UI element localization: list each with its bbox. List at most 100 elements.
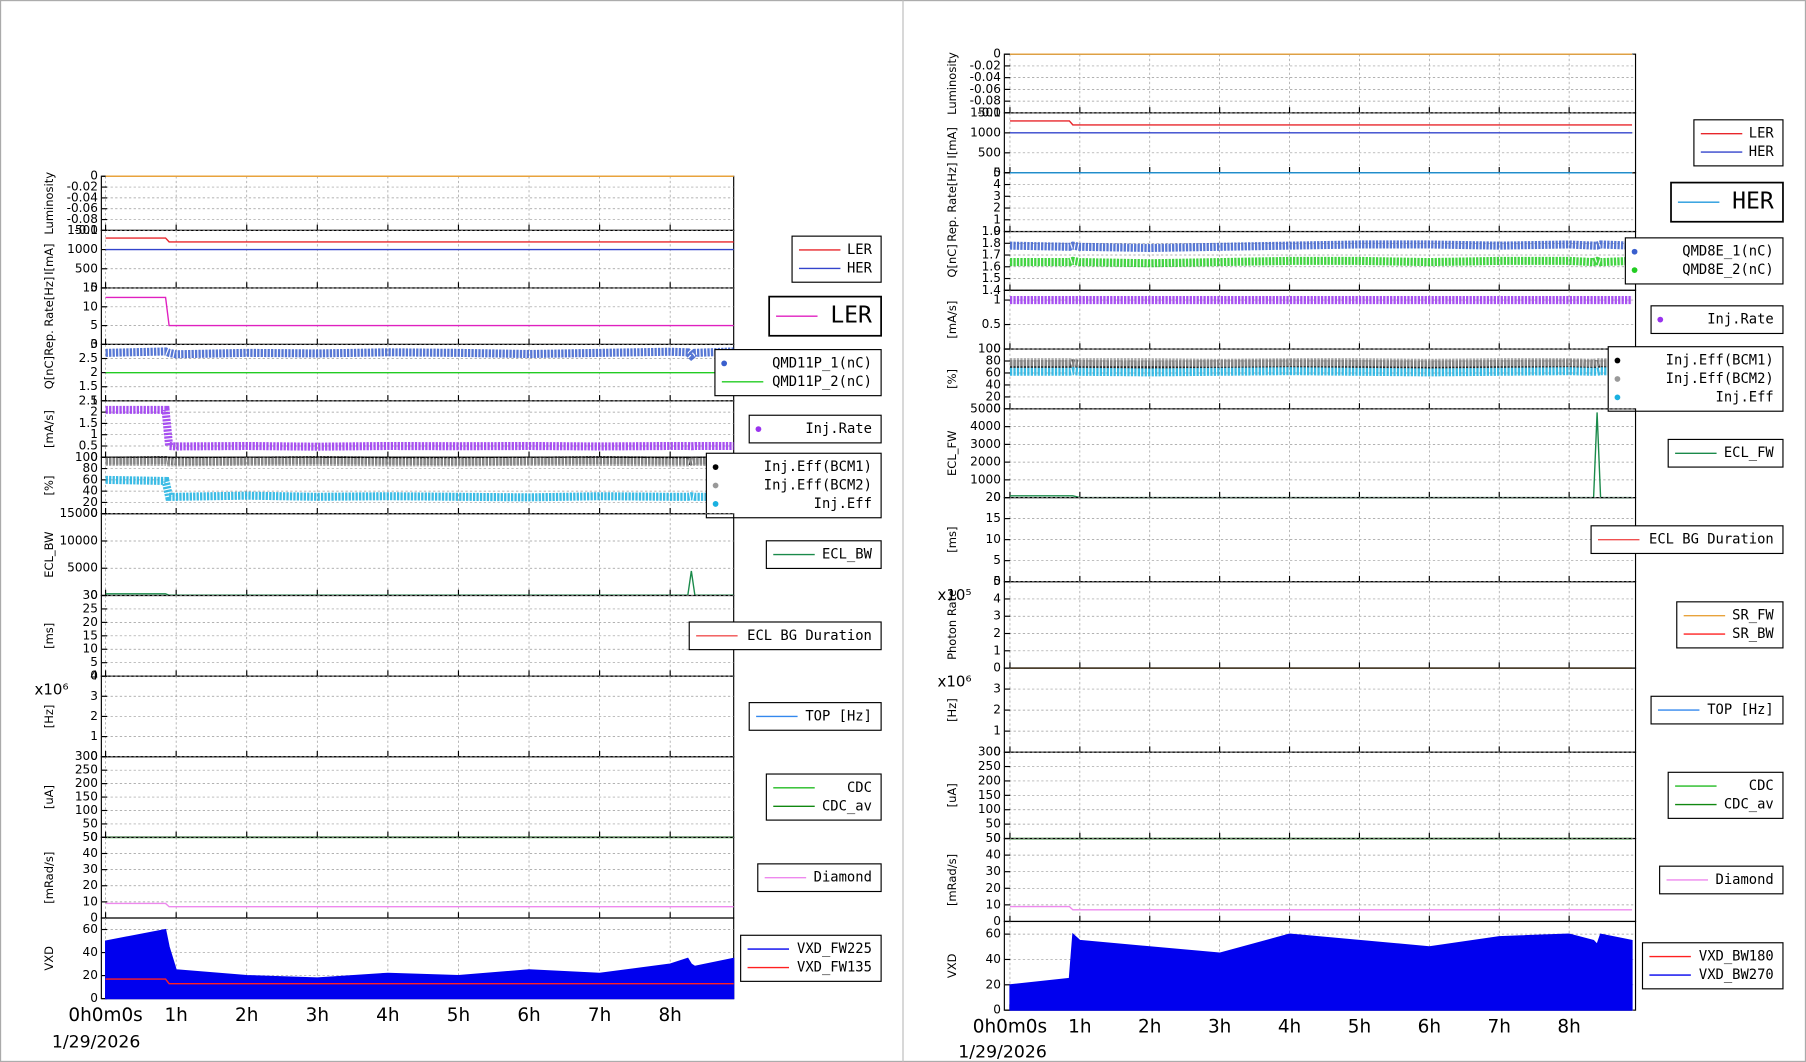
series-line (1009, 367, 1633, 377)
legend-label: LER (830, 303, 872, 329)
y-tick-label: 3 (993, 682, 1001, 696)
y-tick-label: 1 (993, 212, 1001, 226)
y-axis-label: ECL_BW (42, 531, 56, 577)
series-line (1009, 256, 1633, 268)
y-tick-label: 10 (986, 897, 1001, 911)
y-tick-label: 250 (75, 763, 98, 777)
series-line (105, 347, 734, 362)
legend-label: Inj.Rate (1707, 312, 1774, 328)
y-axis-label: Rep. Rate[Hz] (42, 277, 56, 356)
x-tick-label: 4h (1278, 1016, 1301, 1037)
legend-marker (1631, 248, 1638, 255)
y-tick-label: 5000 (970, 401, 1001, 415)
legend-box (705, 452, 882, 519)
y-tick-label: -0.02 (67, 180, 98, 194)
x-tick-label: 0h0m0s (973, 1016, 1047, 1037)
y-tick-label: 50 (83, 830, 98, 844)
y-tick-label: 5000 (67, 561, 98, 575)
series-line (1009, 358, 1633, 367)
legend-marker (712, 501, 719, 507)
y-tick-label: 50 (83, 816, 98, 830)
y-tick-label: 1 (993, 724, 1001, 738)
x-tick-label: 2h (1138, 1016, 1161, 1037)
y-tick-label: 3 (90, 689, 98, 703)
y-tick-label: 1500 (970, 105, 1001, 119)
legend-box (1650, 305, 1784, 335)
legend-label: ECL_FW (1724, 445, 1775, 461)
y-tick-label: 0 (90, 506, 98, 520)
y-tick-label: 80 (83, 461, 98, 475)
y-tick-label: 0 (993, 661, 1001, 675)
y-tick-label: 10 (83, 894, 98, 908)
y-tick-label: 4 (993, 177, 1001, 191)
y-axis-label: [%] (42, 476, 56, 496)
y-tick-label: 1 (90, 729, 98, 743)
y-tick-label: -0.04 (970, 70, 1001, 84)
legend-label: QMD11P_2(nC) (772, 374, 872, 390)
y-tick-label: 1 (90, 393, 98, 407)
y-tick-label: 40 (83, 484, 98, 498)
y-tick-label: 30 (986, 864, 1001, 878)
legend-box (740, 934, 882, 982)
y-tick-label: 2.5 (79, 393, 98, 407)
legend-box (1607, 346, 1784, 412)
legend-label: CDC (847, 780, 872, 796)
legend-label: ECL_BW (822, 547, 873, 563)
legend-label: SR_BW (1732, 626, 1774, 642)
legend-box (748, 414, 882, 444)
legend-label: QMD8E_2(nC) (1682, 262, 1773, 278)
y-tick-label: 40 (986, 952, 1001, 966)
legend-box (1667, 771, 1784, 819)
x-tick-label: 7h (1488, 1016, 1511, 1037)
x-tick-label: 8h (658, 1005, 681, 1026)
y-tick-label: 300 (978, 745, 1001, 759)
y-tick-label: 2 (993, 626, 1001, 640)
date-label: 1/29/2026 (958, 1043, 1047, 1062)
x-tick-label: 3h (306, 1005, 329, 1026)
y-tick-label: 30 (83, 588, 98, 602)
y-tick-label: 2.5 (79, 351, 98, 365)
legend-label: QMD11P_1(nC) (772, 355, 872, 371)
y-tick-label: 0 (90, 749, 98, 763)
legend-box (791, 235, 882, 283)
x-tick-label: 3h (1208, 1016, 1231, 1037)
y-axis-label: [mRad/s] (42, 852, 56, 904)
x-tick-label: 2h (235, 1005, 258, 1026)
legend-box (765, 773, 882, 821)
y-tick-label: 0 (90, 910, 98, 924)
y-axis-label: [uA] (945, 783, 959, 807)
series-line (105, 902, 734, 908)
legend-label: QMD8E_1(nC) (1682, 244, 1773, 260)
y-tick-label: 20 (83, 968, 98, 982)
y-tick-label: 15 (986, 511, 1001, 525)
series-line (105, 405, 734, 451)
legend-marker (1657, 316, 1664, 323)
y-axis-label: VXD (42, 946, 56, 971)
y-axis-label: [mA/s] (945, 301, 959, 339)
y-tick-label: 15000 (59, 506, 97, 520)
legend-label: Inj.Eff (1716, 389, 1774, 405)
y-tick-label: 300 (75, 749, 98, 763)
y-tick-label: -0.08 (67, 212, 98, 226)
y-tick-label: 0 (993, 224, 1001, 238)
x-tick-label: 6h (517, 1005, 540, 1026)
legend-label: VXD_FW135 (797, 960, 872, 976)
y-tick-label: 200 (978, 773, 1001, 787)
y-tick-label: 150 (978, 788, 1001, 802)
y-tick-label: 1000 (67, 242, 98, 256)
y-axis-label: [Hz] (42, 705, 56, 729)
y-tick-label: 5 (90, 655, 98, 669)
y-tick-label: 200 (75, 776, 98, 790)
y-tick-label: 0 (993, 831, 1001, 845)
series-line (105, 296, 734, 327)
x-tick-label: 7h (588, 1005, 611, 1026)
y-tick-label: -0.06 (970, 82, 1001, 96)
y-tick-label: 20 (83, 615, 98, 629)
y-tick-label: -0.02 (970, 58, 1001, 72)
y-tick-label: 0 (90, 337, 98, 351)
y-axis-label: [ms] (42, 623, 56, 649)
legend-label: Inj.Eff(BCM1) (764, 459, 872, 475)
y-tick-label: 0 (90, 588, 98, 602)
y-tick-label: 60 (986, 927, 1001, 941)
